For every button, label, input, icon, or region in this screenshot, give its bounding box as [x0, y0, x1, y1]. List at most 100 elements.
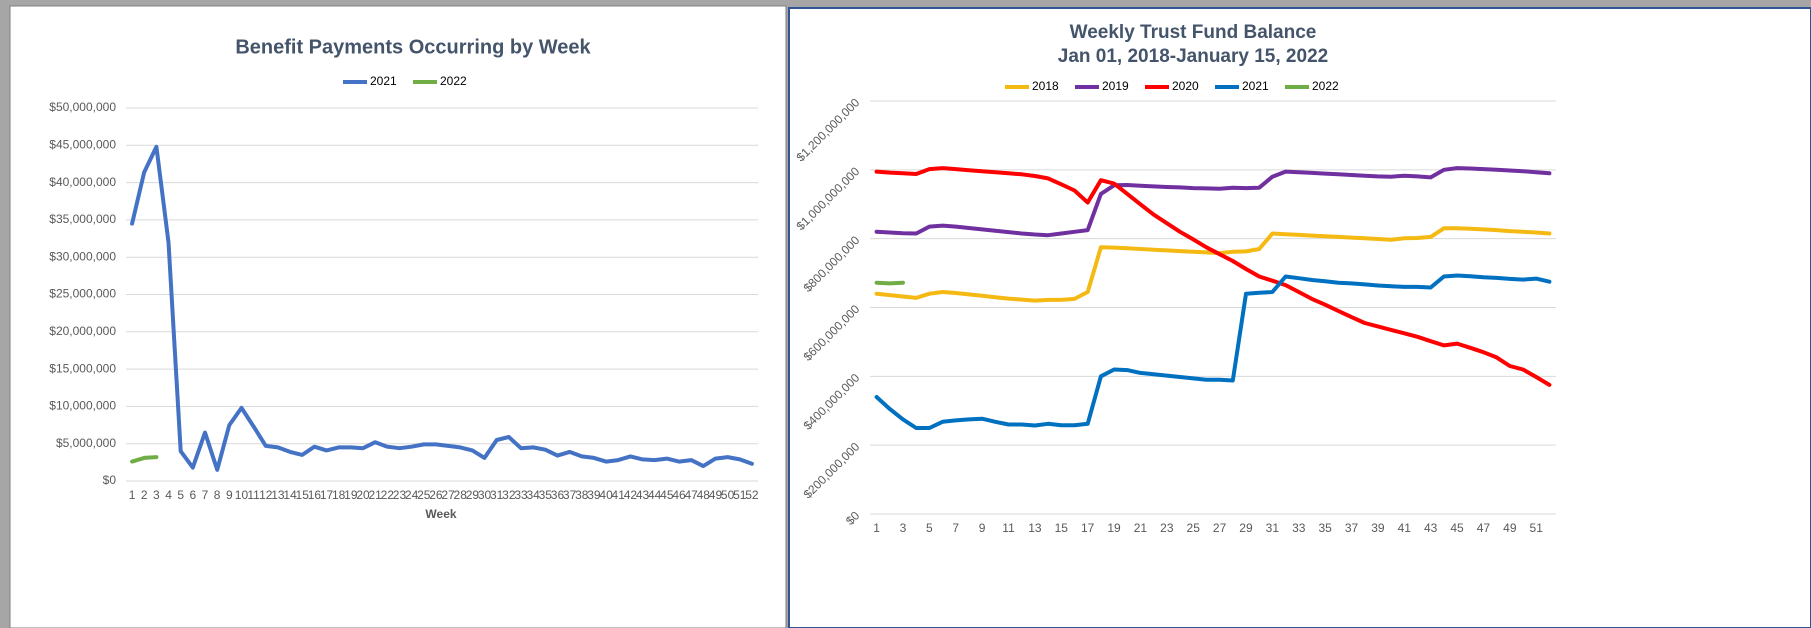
- y-tick-label: $50,000,000: [49, 100, 116, 114]
- right-panel: [788, 7, 1811, 628]
- legend-label: 2022: [440, 74, 467, 88]
- x-tick-label: 37: [563, 488, 577, 502]
- x-tick-label: 14: [283, 488, 297, 502]
- x-tick-label: 47: [1477, 521, 1491, 535]
- x-tick-label: 25: [417, 488, 431, 502]
- y-tick-label: $25,000,000: [49, 287, 116, 301]
- x-tick-label: 19: [344, 488, 358, 502]
- x-tick-label: 49: [709, 488, 723, 502]
- x-tick-label: 18: [332, 488, 346, 502]
- x-tick-label: 27: [1213, 521, 1227, 535]
- x-tick-label: 31: [1266, 521, 1280, 535]
- left-panel: [9, 5, 787, 628]
- series-line: [130, 455, 159, 464]
- series-line: [874, 273, 1552, 430]
- x-tick-label: 6: [190, 488, 197, 502]
- legend-label: 2021: [370, 74, 397, 88]
- x-tick-label: 33: [1292, 521, 1306, 535]
- x-tick-label: 51: [733, 488, 747, 502]
- x-tick-label: 10: [235, 488, 249, 502]
- x-tick-label: 42: [624, 488, 638, 502]
- y-tick-label: $0: [103, 473, 117, 487]
- x-tick-label: 33: [514, 488, 528, 502]
- y-tick-label: $10,000,000: [49, 399, 116, 413]
- x-tick-label: 5: [926, 521, 933, 535]
- x-tick-label: 27: [441, 488, 455, 502]
- x-tick-label: 29: [466, 488, 480, 502]
- chart-title: Weekly Trust Fund Balance: [1070, 22, 1317, 43]
- x-tick-label: 43: [1424, 521, 1438, 535]
- x-axis-title: Week: [425, 507, 456, 521]
- x-tick-label: 19: [1107, 521, 1121, 535]
- x-tick-label: 5: [177, 488, 184, 502]
- x-tick-label: 23: [1160, 521, 1174, 535]
- x-tick-label: 21: [368, 488, 382, 502]
- x-tick-label: 2: [141, 488, 148, 502]
- x-tick-label: 9: [979, 521, 986, 535]
- x-tick-label: 24: [405, 488, 419, 502]
- series-line: [130, 144, 754, 472]
- x-tick-label: 11: [1002, 521, 1015, 535]
- series-line: [874, 166, 1552, 238]
- chart-title: Benefit Payments Occurring by Week: [235, 36, 591, 58]
- x-tick-label: 12: [259, 488, 273, 502]
- y-tick-label: $35,000,000: [49, 212, 116, 226]
- series-line: [874, 280, 905, 286]
- x-tick-label: 34: [526, 488, 540, 502]
- x-tick-label: 39: [587, 488, 601, 502]
- y-tick-label: $45,000,000: [49, 137, 116, 151]
- x-tick-label: 30: [478, 488, 492, 502]
- x-tick-label: 36: [551, 488, 565, 502]
- x-tick-label: 3: [153, 488, 160, 502]
- x-tick-label: 38: [575, 488, 589, 502]
- chart-subtitle: Jan 01, 2018-January 15, 2022: [1058, 46, 1328, 67]
- x-tick-label: 49: [1503, 521, 1517, 535]
- x-tick-label: 16: [308, 488, 322, 502]
- x-tick-label: 48: [697, 488, 711, 502]
- x-tick-label: 41: [612, 488, 626, 502]
- x-tick-label: 9: [226, 488, 233, 502]
- y-tick-label: $30,000,000: [49, 249, 116, 263]
- x-tick-label: 31: [490, 488, 504, 502]
- x-tick-label: 35: [1318, 521, 1332, 535]
- x-tick-label: 8: [214, 488, 221, 502]
- x-tick-label: 22: [381, 488, 395, 502]
- x-tick-label: 40: [599, 488, 613, 502]
- legend-label: 2021: [1242, 79, 1269, 93]
- y-tick-label: $40,000,000: [49, 175, 116, 189]
- x-tick-label: 4: [165, 488, 172, 502]
- y-tick-label: $20,000,000: [49, 324, 116, 338]
- x-tick-label: 44: [648, 488, 662, 502]
- x-tick-label: 7: [202, 488, 209, 502]
- x-tick-label: 37: [1345, 521, 1359, 535]
- x-tick-label: 23: [393, 488, 407, 502]
- x-tick-label: 7: [952, 521, 959, 535]
- y-tick-label: $5,000,000: [56, 436, 116, 450]
- x-tick-label: 21: [1134, 521, 1148, 535]
- legend-label: 2022: [1312, 79, 1339, 93]
- x-tick-label: 39: [1371, 521, 1385, 535]
- x-tick-label: 17: [1081, 521, 1095, 535]
- legend-label: 2019: [1102, 79, 1129, 93]
- x-tick-label: 46: [672, 488, 686, 502]
- x-tick-label: 47: [684, 488, 698, 502]
- legend-label: 2020: [1172, 79, 1199, 93]
- x-tick-label: 26: [429, 488, 443, 502]
- x-tick-label: 43: [636, 488, 650, 502]
- x-tick-label: 52: [745, 488, 759, 502]
- x-tick-label: 11: [247, 488, 260, 502]
- x-tick-label: 3: [900, 521, 907, 535]
- x-tick-label: 1: [129, 488, 136, 502]
- x-tick-label: 1: [873, 521, 880, 535]
- x-tick-label: 17: [320, 488, 334, 502]
- x-tick-label: 32: [502, 488, 516, 502]
- x-tick-label: 50: [721, 488, 735, 502]
- x-tick-label: 41: [1398, 521, 1412, 535]
- series-line: [874, 166, 1552, 387]
- x-tick-label: 15: [1055, 521, 1069, 535]
- x-tick-label: 20: [356, 488, 370, 502]
- x-tick-label: 45: [1450, 521, 1464, 535]
- x-tick-label: 15: [296, 488, 310, 502]
